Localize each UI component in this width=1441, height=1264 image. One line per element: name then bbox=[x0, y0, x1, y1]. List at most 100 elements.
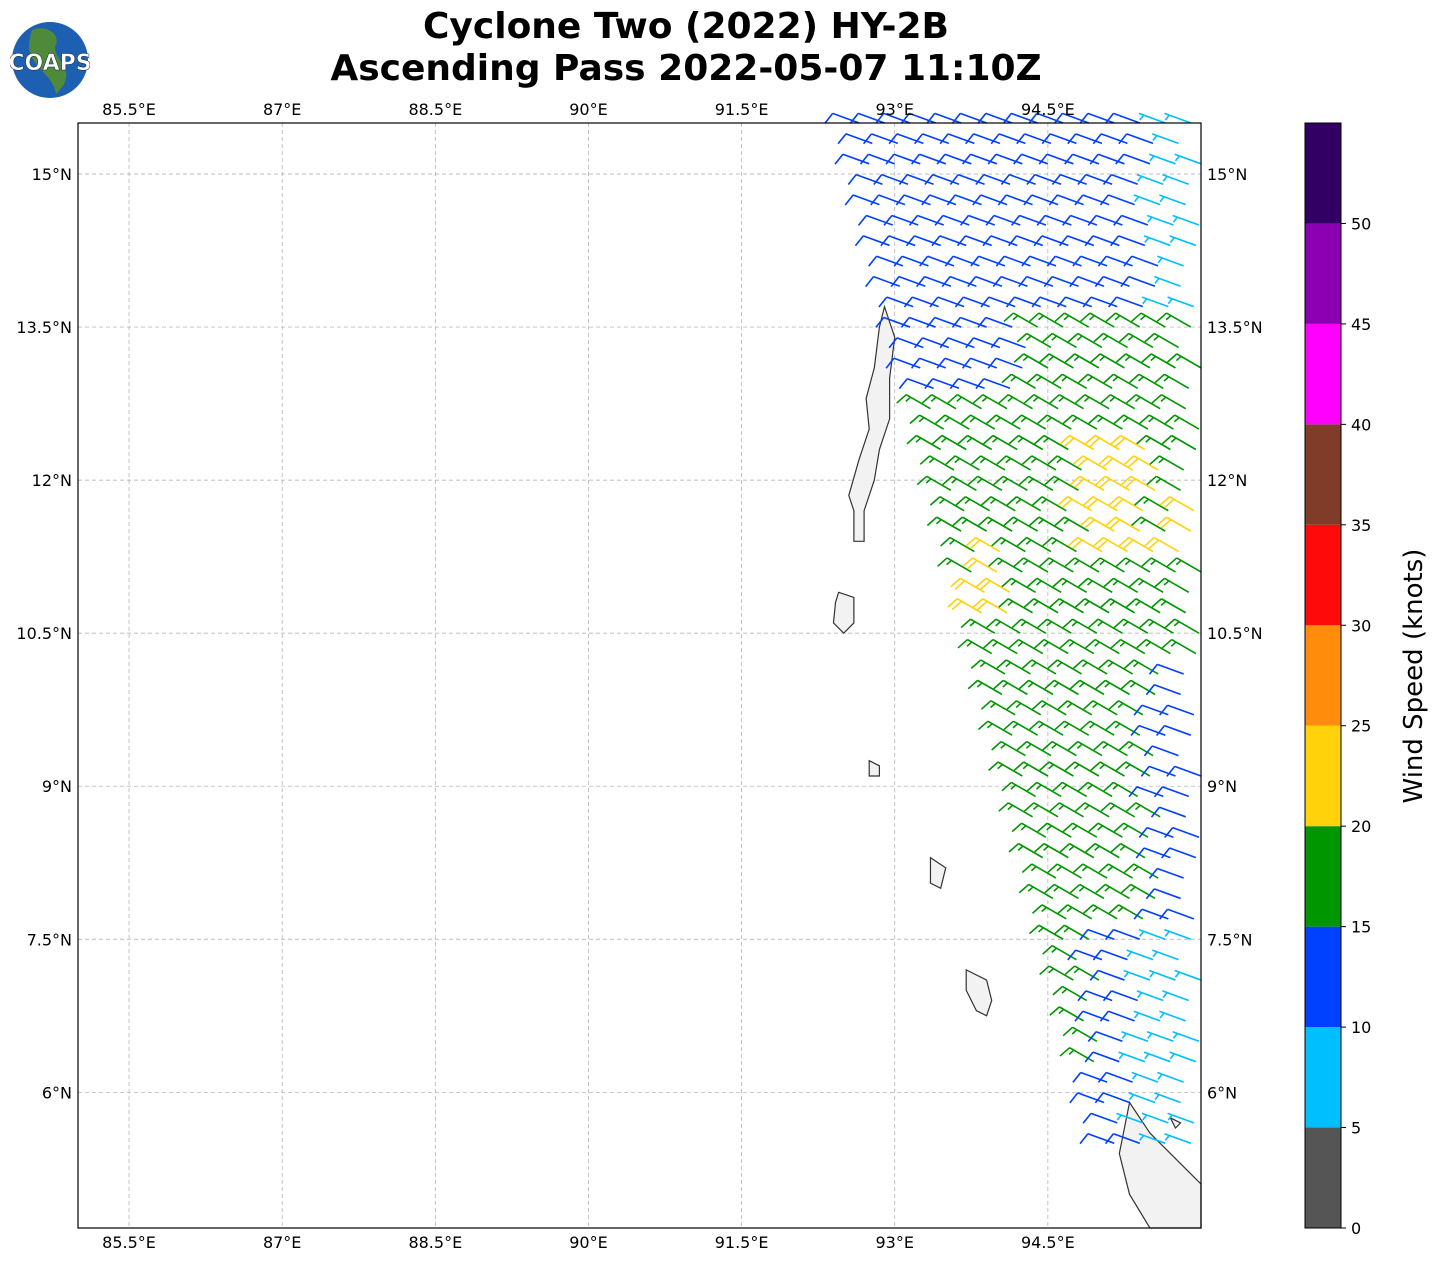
wind-barb bbox=[1026, 781, 1062, 798]
wind-barb bbox=[951, 112, 987, 124]
lon-label-bottom: 91.5°E bbox=[715, 1233, 769, 1252]
wind-barb bbox=[1145, 888, 1181, 900]
wind-barb bbox=[990, 133, 1026, 145]
wind-barb bbox=[1144, 332, 1179, 349]
wind-barb bbox=[1085, 434, 1120, 451]
wind-barb bbox=[1123, 659, 1159, 675]
wind-barb bbox=[1074, 194, 1110, 206]
wind-barb bbox=[1153, 275, 1181, 288]
wind-barb bbox=[1095, 475, 1130, 492]
logo-text: COAPS bbox=[10, 51, 90, 76]
wind-barb bbox=[962, 557, 998, 573]
wind-barb bbox=[1148, 663, 1184, 675]
island-outline bbox=[868, 759, 881, 777]
wind-barb bbox=[1018, 883, 1054, 900]
wind-barb bbox=[1116, 1112, 1144, 1124]
wind-barb bbox=[1026, 577, 1062, 594]
wind-barb bbox=[1154, 577, 1190, 594]
wind-barb bbox=[1047, 455, 1082, 471]
wind-barb bbox=[980, 496, 1016, 512]
wind-barb bbox=[1161, 847, 1197, 859]
wind-barb bbox=[977, 112, 1013, 124]
wind-barb bbox=[1157, 1071, 1184, 1083]
wind-barb bbox=[1044, 475, 1079, 492]
wind-barb bbox=[1042, 740, 1077, 757]
wind-barb bbox=[1118, 536, 1154, 553]
wind-barb bbox=[868, 255, 904, 267]
wind-barb bbox=[1166, 353, 1202, 369]
wind-barb bbox=[972, 194, 1008, 206]
wind-barb bbox=[1103, 373, 1139, 389]
wind-barb bbox=[1003, 516, 1039, 532]
wind-barb bbox=[1031, 296, 1067, 308]
wind-barb bbox=[1141, 1112, 1169, 1124]
wind-barb bbox=[1023, 802, 1059, 818]
wind-barb bbox=[1128, 786, 1164, 798]
wind-barb bbox=[909, 414, 945, 430]
wind-barb bbox=[931, 235, 967, 247]
wind-barb bbox=[998, 598, 1033, 614]
lat-label-right: 10.5°N bbox=[1207, 624, 1263, 643]
wind-barb bbox=[1174, 969, 1202, 981]
wind-barb bbox=[926, 316, 962, 328]
wind-barb bbox=[1088, 822, 1123, 838]
wind-barb bbox=[1143, 745, 1179, 757]
wind-barb bbox=[987, 357, 1023, 369]
wind-barb bbox=[1105, 516, 1141, 532]
wind-barb bbox=[1143, 1051, 1171, 1063]
wind-barb bbox=[1161, 434, 1197, 451]
wind-barb bbox=[1006, 496, 1042, 512]
wind-barb bbox=[824, 112, 860, 124]
wind-barb bbox=[1067, 536, 1103, 553]
colorbar-tick-label: 25 bbox=[1351, 717, 1371, 736]
wind-barb bbox=[1143, 235, 1171, 247]
wind-barb bbox=[865, 275, 901, 288]
lat-label-right: 6°N bbox=[1207, 1083, 1237, 1102]
wind-barb bbox=[1079, 516, 1115, 532]
colorbar-bin bbox=[1305, 826, 1341, 927]
wind-barb bbox=[1097, 255, 1133, 267]
wind-barb bbox=[1038, 153, 1074, 165]
wind-barb bbox=[1151, 598, 1187, 614]
wind-barb bbox=[1159, 908, 1195, 920]
wind-barb bbox=[1103, 577, 1139, 594]
colorbar-tick-label: 15 bbox=[1351, 918, 1371, 937]
wind-barb bbox=[1054, 720, 1090, 736]
wind-barb bbox=[1003, 312, 1039, 328]
wind-barb bbox=[1159, 496, 1195, 512]
wind-barb bbox=[1087, 1030, 1123, 1043]
wind-barb bbox=[1077, 173, 1113, 186]
wind-barb bbox=[1153, 1092, 1181, 1104]
wind-barb bbox=[957, 638, 993, 655]
wind-barb bbox=[1036, 214, 1072, 226]
lon-label-top: 91.5°E bbox=[715, 100, 769, 119]
wind-barb bbox=[1141, 353, 1176, 369]
wind-barb bbox=[993, 679, 1028, 696]
wind-barb bbox=[1136, 638, 1171, 655]
wind-barb bbox=[1037, 618, 1072, 634]
wind-barb bbox=[1059, 638, 1095, 655]
wind-barb bbox=[924, 377, 960, 390]
wind-barb bbox=[1120, 883, 1156, 900]
wind-barb bbox=[1151, 133, 1179, 145]
colorbar-label: Wind Speed (knots) bbox=[1399, 549, 1429, 804]
wind-barb bbox=[1174, 153, 1202, 165]
wind-barb bbox=[1011, 618, 1047, 634]
wind-barb bbox=[837, 133, 873, 145]
wind-barb bbox=[1159, 194, 1186, 206]
wind-barb bbox=[1042, 944, 1077, 961]
wind-barb bbox=[1131, 312, 1166, 328]
wind-barb bbox=[1062, 618, 1098, 634]
lon-label-bottom: 87°E bbox=[263, 1233, 301, 1252]
wind-barb bbox=[1051, 173, 1087, 186]
colorbar-bin bbox=[1305, 926, 1341, 1028]
wind-barb bbox=[935, 414, 970, 430]
wind-barb bbox=[1056, 296, 1093, 308]
colorbar-bin bbox=[1305, 424, 1341, 525]
wind-barb bbox=[1049, 1006, 1084, 1022]
wind-barb bbox=[1108, 700, 1144, 716]
wind-barb bbox=[1083, 700, 1118, 716]
wind-barb bbox=[1005, 296, 1041, 308]
wind-barb bbox=[967, 475, 1003, 492]
wind-barb bbox=[975, 173, 1011, 186]
